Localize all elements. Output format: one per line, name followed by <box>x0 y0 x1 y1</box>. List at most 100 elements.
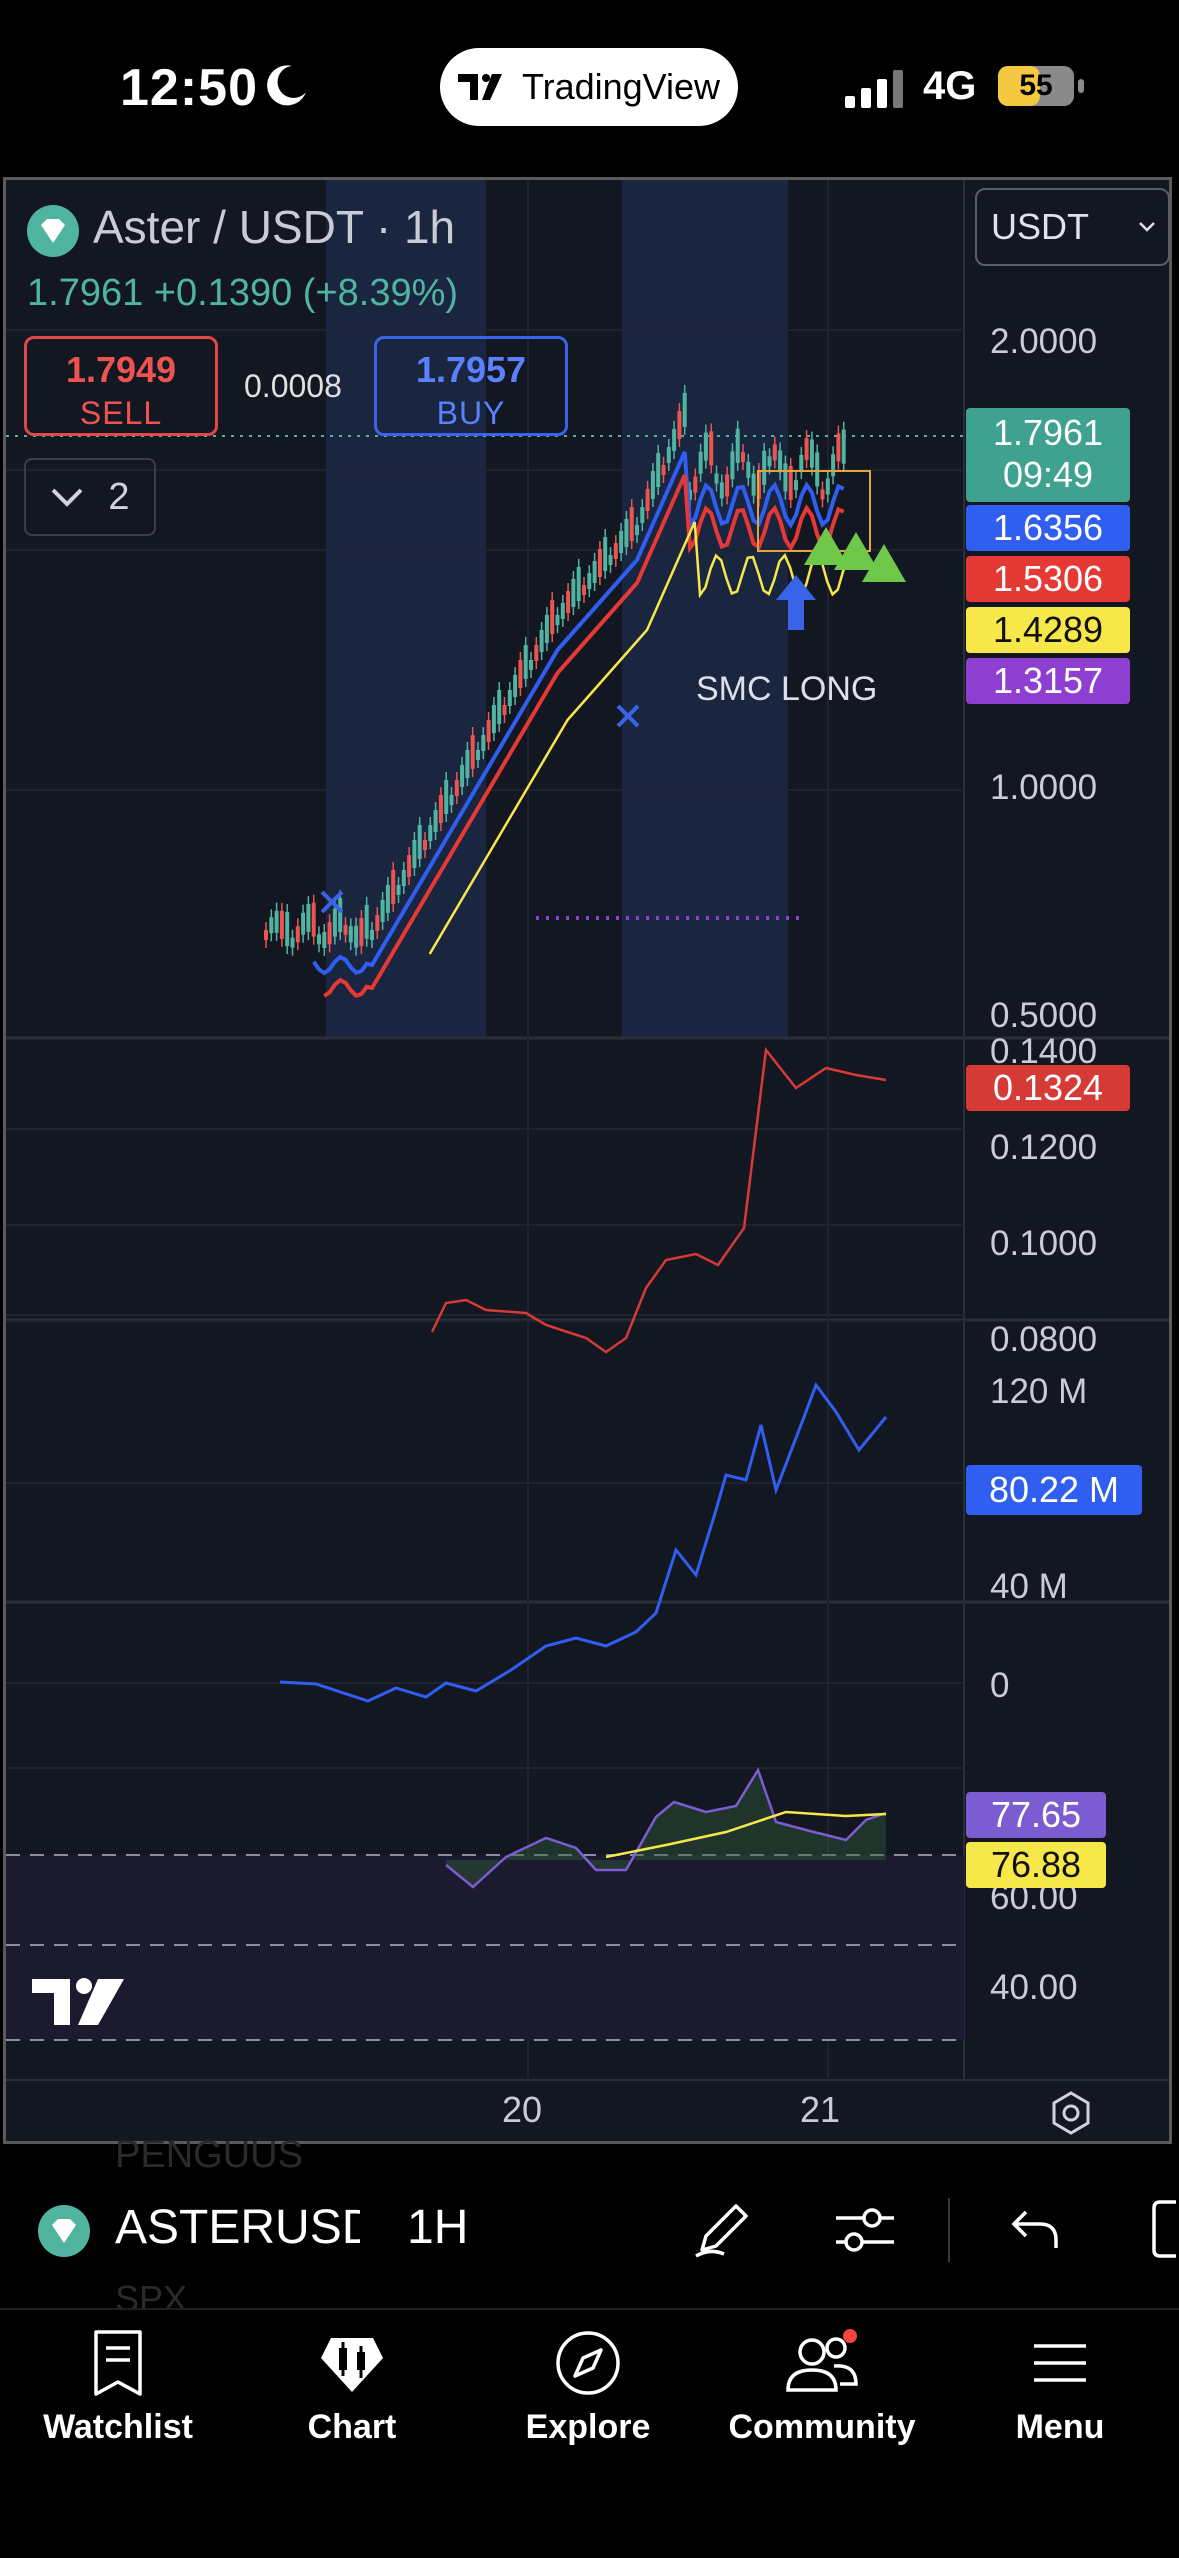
symbol-selector[interactable]: ASTERUSDT <box>115 2201 360 2254</box>
aster-logo-icon <box>27 205 79 257</box>
candle <box>635 525 639 535</box>
candle <box>370 930 374 940</box>
candle <box>470 735 475 769</box>
candle <box>412 840 417 868</box>
currency-value: USDT <box>991 206 1089 247</box>
rsi-ma-line <box>605 1810 887 1859</box>
candle <box>322 931 327 948</box>
candle <box>338 898 343 933</box>
indicator-toggle[interactable]: 2 <box>24 458 156 536</box>
candle <box>709 431 714 466</box>
network-type: 4G <box>923 64 977 108</box>
candle <box>359 918 364 947</box>
candle <box>523 645 528 679</box>
currency-select[interactable]: USDT <box>975 188 1170 266</box>
candle <box>555 615 560 625</box>
candle <box>332 908 337 937</box>
candle <box>682 393 687 427</box>
candle <box>666 447 671 463</box>
candle <box>815 452 820 487</box>
last-price: 1.7961 <box>27 272 144 314</box>
candle <box>735 428 740 463</box>
status-bar: 12:50 TradingView 4G 55 <box>0 0 1179 175</box>
candle <box>841 429 846 464</box>
candle <box>481 735 486 751</box>
pane2-axis-label: 0.1400 <box>990 1032 1098 1071</box>
candle <box>502 705 507 715</box>
compass-icon <box>556 2331 620 2395</box>
candle <box>672 429 677 451</box>
candle <box>285 912 290 947</box>
candle <box>619 531 624 553</box>
rsi-band <box>6 1855 964 2040</box>
undo-icon[interactable] <box>1008 2206 1062 2252</box>
candle <box>454 780 459 796</box>
signal-cross <box>616 704 640 728</box>
buy-triangle <box>834 532 878 570</box>
tab-label: Menu <box>1015 2408 1105 2446</box>
candle <box>661 465 666 475</box>
chart-toolbar <box>0 2151 1179 2306</box>
candle <box>513 675 518 697</box>
candle <box>603 537 608 571</box>
candle <box>497 690 502 724</box>
pen-icon[interactable] <box>690 2196 756 2262</box>
sell-button[interactable]: 1.7949 SELL <box>24 336 218 436</box>
candle <box>778 450 783 473</box>
tab-chart[interactable]: Chart <box>234 2320 470 2447</box>
candle <box>571 579 576 607</box>
candle <box>391 870 396 904</box>
tradingview-pill[interactable]: TradingView <box>440 48 738 126</box>
candle <box>269 917 274 934</box>
rsi-series-line <box>445 1767 887 1889</box>
candle <box>301 912 306 935</box>
menu-icon <box>1034 2344 1086 2382</box>
candle <box>560 603 565 619</box>
tab-watchlist[interactable]: Watchlist <box>0 2320 236 2447</box>
candle <box>449 795 454 805</box>
candle <box>608 555 613 565</box>
ema-fast-tag: 1.6356 <box>966 505 1130 551</box>
candle <box>831 454 836 477</box>
symbol-price-line: 1.7961 +0.1390 (+8.39%) <box>27 272 458 315</box>
rsi-value-tag: 77.65 <box>966 1792 1106 1838</box>
chart-settings-icon[interactable] <box>1048 2090 1094 2136</box>
battery-icon: 55 <box>998 66 1084 106</box>
candle <box>613 543 618 559</box>
chart-canvas[interactable]: SMC LONG <box>6 180 1169 2141</box>
candle <box>799 454 804 471</box>
candle <box>597 549 602 577</box>
pane3-axis-label: 120 M <box>990 1372 1088 1411</box>
spread-value: 0.0008 <box>244 368 342 404</box>
candle <box>703 432 708 461</box>
candle <box>645 489 650 511</box>
candle <box>518 660 523 688</box>
chevron-down-icon <box>1139 222 1155 232</box>
candle <box>809 439 814 468</box>
candle <box>566 591 571 613</box>
candle <box>407 855 412 877</box>
fullscreen-icon[interactable] <box>1148 2196 1179 2262</box>
candle <box>725 474 730 497</box>
candle <box>576 567 581 601</box>
candle <box>772 444 777 461</box>
tab-label: Explore <box>525 2408 651 2446</box>
candle <box>465 750 470 778</box>
tab-community[interactable]: Community <box>704 2320 940 2447</box>
pane3-axis-label: 40 M <box>990 1567 1068 1606</box>
time-axis-label: 21 <box>800 2089 841 2130</box>
sliders-icon[interactable] <box>832 2200 898 2260</box>
interval-selector[interactable]: 1H <box>407 2201 469 2254</box>
bar-countdown: 09:49 <box>1002 454 1094 495</box>
candle <box>714 473 719 484</box>
strategy-label: SMC LONG <box>696 670 877 708</box>
candle <box>592 561 597 583</box>
candle <box>804 438 809 461</box>
tab-menu[interactable]: Menu <box>942 2320 1178 2447</box>
candle <box>529 660 533 670</box>
tab-explore[interactable]: Explore <box>470 2320 706 2447</box>
toolbar-separator <box>948 2198 950 2262</box>
symbol-title[interactable]: Aster / USDT · 1h <box>93 201 456 253</box>
community-icon <box>786 2329 858 2392</box>
buy-button[interactable]: 1.7957 BUY <box>374 336 568 436</box>
